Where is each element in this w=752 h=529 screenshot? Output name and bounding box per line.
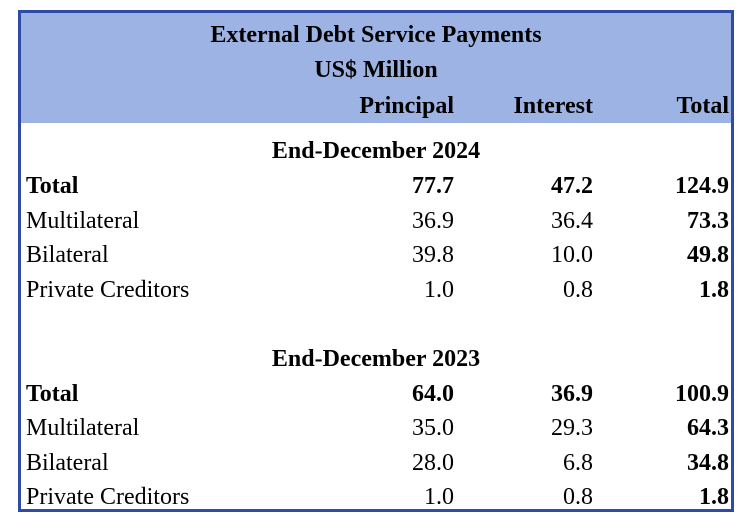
- table-row: Total 77.7 47.2 124.9: [21, 169, 731, 203]
- total-value: 34.8: [687, 450, 729, 476]
- interest-value: 36.4: [551, 208, 593, 234]
- principal-value: 64.0: [412, 381, 454, 407]
- total-value: 124.9: [675, 173, 729, 199]
- principal-value: 39.8: [412, 242, 454, 268]
- column-header-total: Total: [676, 93, 729, 119]
- principal-value: 36.9: [412, 208, 454, 234]
- interest-value: 47.2: [551, 173, 593, 199]
- interest-value: 6.8: [563, 450, 593, 476]
- total-value: 1.8: [699, 484, 729, 510]
- table-title: External Debt Service Payments: [210, 22, 542, 48]
- interest-value: 29.3: [551, 415, 593, 441]
- row-label: Total: [26, 173, 79, 199]
- table-row: Bilateral 28.0 6.8 34.8: [21, 446, 731, 480]
- total-value: 1.8: [699, 277, 729, 303]
- table-row: Private Creditors 1.0 0.8 1.8: [21, 273, 731, 307]
- table-row: Private Creditors 1.0 0.8 1.8: [21, 480, 731, 510]
- section-title-2024: End-December 2024: [271, 138, 481, 164]
- total-value: 64.3: [687, 415, 729, 441]
- total-value: 73.3: [687, 208, 729, 234]
- debt-service-table: External Debt Service Payments US$ Milli…: [18, 10, 734, 512]
- table-subtitle: US$ Million: [314, 57, 438, 83]
- row-label: Bilateral: [26, 242, 109, 268]
- total-value: 49.8: [687, 242, 729, 268]
- interest-value: 0.8: [563, 277, 593, 303]
- principal-value: 1.0: [424, 277, 454, 303]
- interest-value: 36.9: [551, 381, 593, 407]
- column-header-interest: Interest: [513, 93, 593, 119]
- table-row: Multilateral 35.0 29.3 64.3: [21, 411, 731, 445]
- interest-value: 0.8: [563, 484, 593, 510]
- table-row: Multilateral 36.9 36.4 73.3: [21, 204, 731, 238]
- table-row: Total 64.0 36.9 100.9: [21, 377, 731, 411]
- principal-value: 28.0: [412, 450, 454, 476]
- section-title-2023: End-December 2023: [271, 346, 481, 372]
- row-label: Multilateral: [26, 415, 140, 441]
- table-header: External Debt Service Payments US$ Milli…: [21, 13, 731, 123]
- table-row: Bilateral 39.8 10.0 49.8: [21, 238, 731, 272]
- principal-value: 35.0: [412, 415, 454, 441]
- row-label: Private Creditors: [26, 277, 190, 303]
- row-label: Total: [26, 381, 79, 407]
- row-label: Private Creditors: [26, 484, 190, 510]
- total-value: 100.9: [675, 381, 729, 407]
- row-label: Multilateral: [26, 208, 140, 234]
- column-header-principal: Principal: [359, 93, 454, 119]
- principal-value: 77.7: [412, 173, 454, 199]
- interest-value: 10.0: [551, 242, 593, 268]
- row-label: Bilateral: [26, 450, 109, 476]
- principal-value: 1.0: [424, 484, 454, 510]
